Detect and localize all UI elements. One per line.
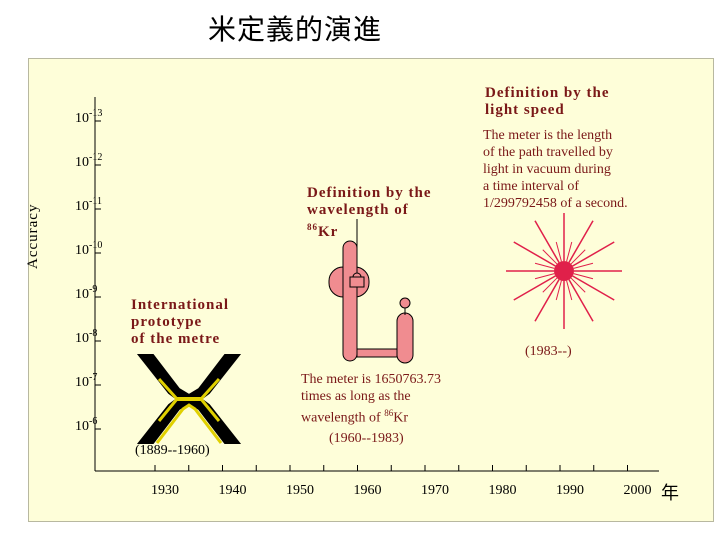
x-axis-unit: 年 [661, 483, 679, 504]
y-tick-label: 10-8 [75, 328, 98, 346]
star-ray [568, 279, 594, 322]
star-ray [572, 275, 615, 301]
diagram-panel: Accuracy 10-13 10-12 10-11 10-10 10-9 10-8 10-… [25, 58, 714, 522]
star-ray [573, 262, 594, 269]
light-definition: The meter is the length of the path trav… [483, 128, 628, 211]
star-ray [542, 249, 558, 265]
y-tick-label: 10-6 [75, 416, 98, 434]
krypton-definition: The meter is 1650763.73 times as long as… [301, 372, 441, 426]
star-ray [570, 249, 586, 265]
y-tick-label: 10-7 [75, 372, 98, 390]
krypton-lamp-icon [328, 219, 414, 364]
prototype-metre-icon [136, 354, 242, 444]
star-ray [534, 273, 555, 280]
x-tick-label: 1990 [556, 483, 584, 498]
star-ray [555, 241, 562, 262]
x-tick-label: 1960 [353, 483, 382, 498]
x-tick-label: 1950 [286, 483, 314, 498]
light-period: (1983--) [525, 344, 572, 359]
light-heading: Definition by the light speed [485, 85, 610, 118]
star-ray [573, 273, 594, 280]
y-tick-label: 10-12 [75, 152, 103, 170]
x-tick-label: 1970 [421, 483, 449, 498]
light-star-icon [506, 213, 622, 329]
x-tick-label: 1980 [488, 483, 517, 498]
x-tick-label: 2000 [623, 483, 652, 498]
prototype-heading: International prototype of the metre [131, 297, 230, 347]
star-core [554, 261, 574, 281]
star-ray [566, 241, 573, 262]
x-tick-label: 1940 [218, 483, 247, 498]
page-title: 米定義的演進 [208, 13, 383, 46]
star-ray [513, 241, 556, 267]
star-ray [534, 279, 560, 322]
star-ray [534, 220, 560, 263]
y-tick-label: 10-13 [75, 108, 103, 126]
y-tick-label: 10-9 [75, 284, 98, 302]
krypton-period: (1960--1983) [329, 431, 404, 446]
star-ray [542, 277, 558, 293]
star-ray [568, 220, 594, 263]
diagram-graphics [94, 97, 659, 472]
star-ray [534, 262, 555, 269]
y-tick-label: 10-10 [75, 240, 103, 258]
x-axis-ticks [154, 465, 628, 471]
krypton-heading: Definition by the wavelength of 86Kr [307, 185, 432, 240]
x-tick-label: 1930 [151, 483, 179, 498]
star-ray [570, 277, 586, 293]
star-ray [566, 280, 573, 301]
star-ray [555, 280, 562, 301]
star-ray [572, 241, 615, 267]
y-axis-ticks [95, 120, 101, 430]
y-axis-label: Accuracy [25, 203, 41, 269]
y-tick-label: 10-11 [75, 196, 102, 214]
star-ray [513, 275, 556, 301]
prototype-period: (1889--1960) [135, 443, 210, 458]
